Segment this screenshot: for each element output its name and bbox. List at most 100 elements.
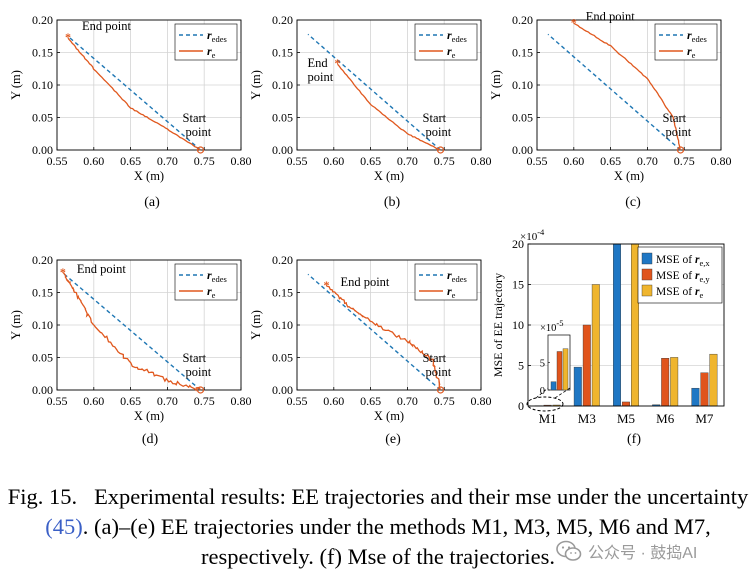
x-tick-label: 0.70 bbox=[637, 154, 658, 168]
y-axis-label: MSE of EE trajectory bbox=[491, 273, 505, 377]
x-tick-label: 0.60 bbox=[563, 154, 584, 168]
caption-text-1: Experimental results: EE trajectories an… bbox=[94, 484, 749, 509]
legend-label-actual-part: r bbox=[447, 44, 452, 58]
bar bbox=[700, 372, 709, 407]
panel-label: (e) bbox=[385, 432, 401, 447]
end-point-label: End point bbox=[82, 19, 131, 33]
legend-label: MSE of re bbox=[656, 286, 703, 300]
inset-bar bbox=[562, 348, 569, 391]
x-tick-label: 0.65 bbox=[360, 154, 381, 168]
y-tick-label: 0.00 bbox=[32, 143, 53, 157]
x-tick-label: 0.80 bbox=[231, 154, 252, 168]
plot-frame bbox=[296, 259, 482, 391]
start-point-label: point bbox=[426, 365, 452, 379]
x-tick-label: 0.65 bbox=[600, 154, 621, 168]
end-point-label: End point bbox=[586, 9, 635, 23]
panel-label: (f) bbox=[627, 432, 641, 447]
start-point-marker bbox=[436, 386, 445, 394]
legend-label-desired-part: edes bbox=[692, 34, 707, 44]
x-tick-label: M1 bbox=[539, 411, 557, 426]
bar bbox=[613, 243, 621, 407]
trajectory-plot-2: 0.00 0.05 0.10 0.15 0.20 0.55 0.60 0.65 0.70 0.75… bbox=[249, 13, 492, 183]
legend-label-part: MSE of bbox=[656, 286, 695, 298]
x-tick-label: 0.80 bbox=[711, 154, 732, 168]
legend-label-desired: redes bbox=[447, 28, 467, 44]
legend-label-actual-part: e bbox=[452, 50, 456, 60]
watermark-text: 公众号 · 鼓捣AI bbox=[588, 545, 698, 562]
bar bbox=[709, 353, 718, 407]
x-tick-label: 0.80 bbox=[231, 394, 252, 408]
inset-connector bbox=[535, 387, 549, 399]
legend-label-desired-part: r bbox=[207, 28, 212, 42]
desired-trajectory-line bbox=[67, 35, 201, 151]
start-point-label: Start bbox=[183, 351, 207, 365]
x-tick-label: 0.55 bbox=[527, 154, 548, 168]
x-tick-label: 0.75 bbox=[434, 394, 455, 408]
x-axis-label: X (m) bbox=[374, 169, 404, 183]
actual-trajectory-line bbox=[67, 37, 201, 151]
y-scale-label-part: ×10 bbox=[520, 231, 538, 243]
caption-text-2: . (a)–(e) EE trajectories under the meth… bbox=[82, 514, 711, 569]
start-point-label: point bbox=[426, 125, 452, 139]
figure: 0.00 0.05 0.10 0.15 0.20 0.55 0.60 0.65 0.70 0.75… bbox=[9, 9, 732, 447]
x-tick-label: 0.80 bbox=[471, 394, 492, 408]
legend-label-part: e bbox=[699, 290, 703, 300]
trajectory-plot-3: 0.00 0.05 0.10 0.15 0.20 0.55 0.60 0.65 0.70 0.75… bbox=[489, 9, 732, 183]
watermark: 公众号 · 鼓捣AI bbox=[556, 538, 752, 564]
y-tick-label: 0.15 bbox=[272, 286, 293, 300]
end-point-marker: * bbox=[571, 15, 577, 29]
y-scale-label-part: -4 bbox=[537, 227, 545, 237]
legend-label-desired-part: edes bbox=[212, 274, 227, 284]
legend-label-actual-part: e bbox=[212, 50, 216, 60]
x-axis-label: X (m) bbox=[614, 169, 644, 183]
legend-label-desired-part: edes bbox=[452, 34, 467, 44]
legend-label-actual: re bbox=[447, 44, 456, 60]
trajectory-plot-1: 0.00 0.05 0.10 0.15 0.20 0.55 0.60 0.65 0.70 0.75… bbox=[9, 13, 252, 183]
legend-box bbox=[414, 263, 478, 301]
bar bbox=[691, 387, 700, 407]
desired-trajectory-line bbox=[307, 273, 441, 391]
end-point-label: End point bbox=[340, 275, 389, 289]
legend-label-actual-part: r bbox=[207, 44, 212, 58]
x-tick-label: 0.55 bbox=[287, 394, 308, 408]
y-tick-label: 0.00 bbox=[32, 383, 53, 397]
y-scale-label: ×10-4 bbox=[520, 227, 545, 243]
y-tick-label: 0.05 bbox=[272, 111, 293, 125]
y-tick-label: 0.10 bbox=[32, 318, 53, 332]
bar bbox=[622, 401, 630, 407]
plot-frame bbox=[56, 19, 242, 151]
legend-box bbox=[174, 263, 238, 301]
legend-label-desired-part: r bbox=[447, 268, 452, 282]
y-tick-label: 0.00 bbox=[272, 383, 293, 397]
y-axis-label: Y (m) bbox=[9, 70, 23, 100]
x-tick-label: 0.55 bbox=[47, 154, 68, 168]
start-point-label: Start bbox=[423, 111, 447, 125]
y-tick-label: 0.15 bbox=[32, 286, 53, 300]
actual-trajectory-line bbox=[337, 63, 441, 151]
y-tick-label: 0.15 bbox=[272, 46, 293, 60]
panel-label: (c) bbox=[625, 195, 641, 210]
x-tick-label: 0.70 bbox=[157, 394, 178, 408]
legend-label-part: MSE of bbox=[656, 270, 695, 282]
legend-label: MSE of re,x bbox=[656, 254, 710, 268]
caption-citation-link[interactable]: (45) bbox=[45, 514, 83, 539]
x-tick-label: M5 bbox=[617, 411, 635, 426]
legend-label-actual-part: r bbox=[447, 284, 452, 298]
x-tick-label: 0.75 bbox=[194, 394, 215, 408]
legend-label-part: r bbox=[695, 286, 700, 298]
x-tick-label: 0.60 bbox=[323, 394, 344, 408]
legend-label-actual: re bbox=[447, 284, 456, 300]
y-tick-label: 0.20 bbox=[272, 253, 293, 267]
x-tick-label: 0.65 bbox=[120, 394, 141, 408]
figure-caption: Fig. 15. Experimental results: EE trajec… bbox=[6, 482, 750, 572]
x-tick-label: M6 bbox=[656, 411, 675, 426]
desired-trajectory-line bbox=[62, 272, 201, 391]
legend-box bbox=[654, 23, 718, 61]
x-tick-label: 0.80 bbox=[471, 154, 492, 168]
legend-label-desired-part: r bbox=[447, 28, 452, 42]
legend-label-desired: redes bbox=[447, 268, 467, 284]
x-tick-label: 0.70 bbox=[157, 154, 178, 168]
plot-frame bbox=[56, 259, 242, 391]
actual-trajectory-line bbox=[62, 272, 202, 392]
legend-label-desired: redes bbox=[207, 28, 227, 44]
